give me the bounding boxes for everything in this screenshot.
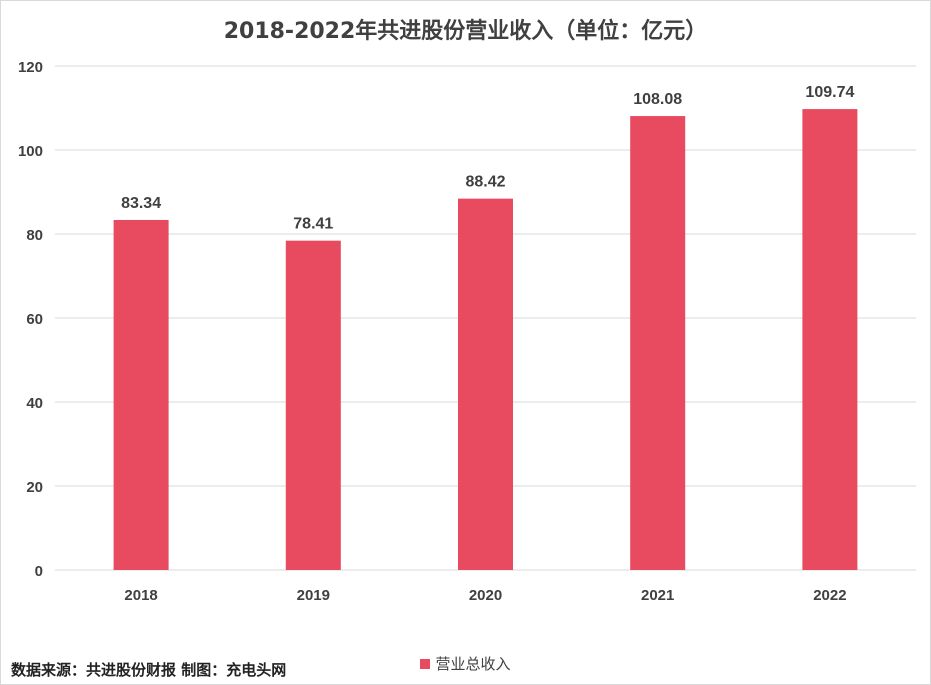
bar-2021 (630, 116, 686, 571)
x-tick-label-2018: 2018 (124, 587, 157, 604)
bar-2019 (285, 240, 341, 571)
y-tick-label: 0 (35, 563, 43, 580)
bar-2020 (458, 198, 513, 571)
data-label-2022: 109.74 (805, 84, 854, 101)
data-label-2020: 88.42 (465, 174, 505, 191)
y-tick-label: 40 (26, 395, 43, 412)
source-note: 数据来源：共进股份财报 制图：充电头网 (11, 661, 287, 679)
x-tick-label-2020: 2020 (469, 587, 502, 604)
y-tick-label: 80 (26, 227, 43, 244)
bars (113, 109, 858, 571)
data-label-2021: 108.08 (633, 91, 682, 108)
data-label-2019: 78.41 (293, 216, 333, 233)
bar-2018 (113, 219, 169, 571)
y-tick-label: 20 (26, 479, 43, 496)
x-tick-label-2022: 2022 (813, 587, 846, 604)
legend-swatch (420, 658, 431, 669)
legend: 营业总收入 (1, 653, 930, 674)
data-labels: 83.34 78.41 88.42 108.08 109.74 (121, 84, 854, 233)
x-axis-ticks: 2018 2019 2020 2021 2022 (124, 587, 846, 604)
y-tick-label: 100 (18, 143, 43, 160)
x-tick-label-2019: 2019 (297, 587, 330, 604)
x-tick-label-2021: 2021 (641, 587, 674, 604)
chart-title: 2018-2022年共进股份营业收入（单位：亿元） (223, 19, 708, 44)
legend-label: 营业总收入 (435, 655, 511, 673)
y-tick-label: 120 (18, 59, 43, 76)
data-label-2018: 83.34 (121, 195, 161, 212)
y-axis-ticks: 0 20 40 60 80 100 120 (18, 59, 43, 580)
y-tick-label: 60 (26, 311, 43, 328)
bar-2022 (802, 109, 858, 570)
